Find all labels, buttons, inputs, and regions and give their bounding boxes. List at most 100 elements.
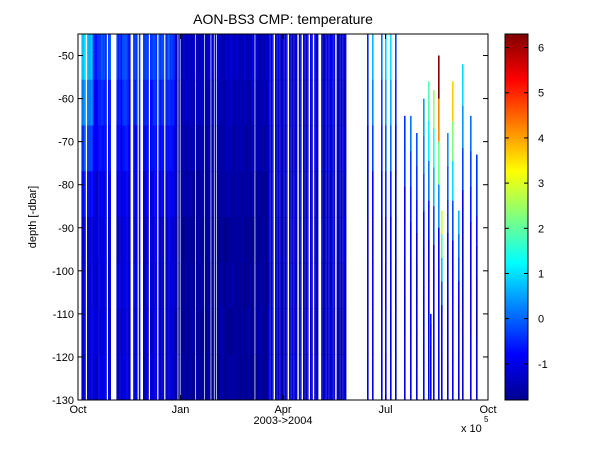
profile-cell bbox=[238, 262, 241, 310]
profile-cell bbox=[145, 34, 148, 81]
profile-cell bbox=[189, 34, 191, 81]
profile-cell bbox=[310, 79, 312, 127]
profile-cell bbox=[81, 171, 83, 218]
profile-cell bbox=[293, 217, 295, 264]
profile-cell bbox=[171, 308, 173, 355]
profile-cell bbox=[126, 79, 128, 127]
profile-cell bbox=[342, 354, 344, 400]
profile-cell bbox=[181, 354, 184, 400]
profile-cell bbox=[246, 34, 248, 81]
profile-cell bbox=[101, 34, 103, 81]
profile-cell bbox=[145, 308, 148, 355]
profile-cell bbox=[326, 125, 329, 172]
profile-cell bbox=[155, 79, 158, 127]
profile-cell bbox=[200, 217, 202, 264]
profile-cell bbox=[338, 34, 340, 81]
profile-cell bbox=[304, 308, 306, 355]
profile-cell bbox=[188, 171, 190, 218]
profile-cell bbox=[249, 79, 252, 127]
profile-cell bbox=[124, 34, 127, 81]
profile-cell bbox=[220, 262, 222, 310]
profile-cell bbox=[233, 217, 235, 264]
profile-cell bbox=[279, 79, 281, 127]
profile-cell bbox=[219, 171, 221, 218]
profile-cell bbox=[317, 79, 319, 127]
profile-cell bbox=[209, 217, 211, 264]
profile-cell bbox=[261, 171, 264, 218]
profile-cell bbox=[291, 34, 294, 81]
profile-cell bbox=[147, 79, 149, 127]
profile-cell bbox=[259, 79, 262, 127]
profile-cell bbox=[192, 308, 195, 355]
profile-cell bbox=[423, 136, 425, 175]
profile-cell bbox=[171, 217, 173, 264]
profile-cell bbox=[266, 262, 268, 310]
profile-cell bbox=[303, 354, 305, 400]
profile-cell bbox=[89, 171, 92, 218]
profile-cell bbox=[176, 171, 178, 218]
profile-cell bbox=[158, 125, 160, 172]
profile-cell bbox=[175, 125, 177, 172]
profile-cell bbox=[181, 217, 184, 264]
profile-cell bbox=[205, 34, 208, 81]
profile-cell bbox=[266, 308, 268, 355]
profile-cell bbox=[103, 354, 106, 400]
profile-cell bbox=[282, 217, 284, 264]
profile-cell bbox=[187, 217, 189, 264]
profile-cell bbox=[120, 79, 123, 127]
profile-cell bbox=[231, 262, 233, 310]
profile-cell bbox=[438, 270, 440, 315]
profile-cell bbox=[133, 171, 135, 218]
profile-cell bbox=[161, 262, 163, 310]
profile-cell bbox=[225, 79, 228, 127]
profile-cell bbox=[236, 34, 239, 81]
profile-cell bbox=[201, 79, 203, 127]
profile-cell bbox=[329, 308, 331, 355]
profile-cell bbox=[272, 125, 274, 172]
profile-cell bbox=[303, 125, 305, 172]
profile-cell bbox=[88, 79, 90, 127]
profile-cell bbox=[428, 200, 430, 242]
profile-cell bbox=[161, 171, 163, 218]
profile-cell bbox=[433, 322, 435, 362]
profile-cell bbox=[476, 185, 478, 217]
profile-cell bbox=[441, 305, 443, 330]
profile-cell bbox=[211, 171, 213, 218]
profile-cell bbox=[270, 171, 273, 218]
profile-cell bbox=[116, 34, 118, 81]
profile-cell bbox=[200, 262, 202, 310]
profile-cell bbox=[84, 262, 86, 310]
profile-cell bbox=[315, 217, 317, 264]
profile-cell bbox=[202, 171, 204, 218]
profile-cell bbox=[181, 34, 184, 81]
profile-cell bbox=[333, 354, 336, 400]
profile-cell bbox=[89, 217, 92, 264]
profile-cell bbox=[108, 217, 110, 264]
profile-cell bbox=[123, 34, 125, 81]
profile-cell bbox=[241, 308, 243, 355]
y-tick-label: -70 bbox=[58, 137, 74, 149]
profile-cell bbox=[336, 308, 338, 355]
profile-cell bbox=[190, 125, 192, 172]
profile-cell bbox=[284, 262, 287, 310]
profile-cell bbox=[94, 217, 96, 264]
profile-cell bbox=[241, 34, 243, 81]
profile-cell bbox=[173, 34, 176, 81]
profile-cell bbox=[133, 308, 135, 355]
profile-cell bbox=[165, 354, 167, 400]
profile-cell bbox=[188, 262, 190, 310]
profile-cell bbox=[248, 34, 251, 81]
profile-cell bbox=[315, 79, 317, 127]
profile-cell bbox=[245, 308, 247, 355]
profile-cell bbox=[332, 79, 334, 127]
profile-cell bbox=[325, 217, 327, 264]
profile-cell bbox=[272, 79, 274, 127]
profile-cell bbox=[92, 125, 95, 172]
profile-cell bbox=[430, 313, 432, 326]
profile-cell bbox=[244, 262, 246, 310]
profile-cell bbox=[189, 354, 191, 400]
profile-cell bbox=[275, 79, 277, 127]
profile-cell bbox=[217, 217, 220, 264]
profile-cell bbox=[395, 217, 397, 264]
